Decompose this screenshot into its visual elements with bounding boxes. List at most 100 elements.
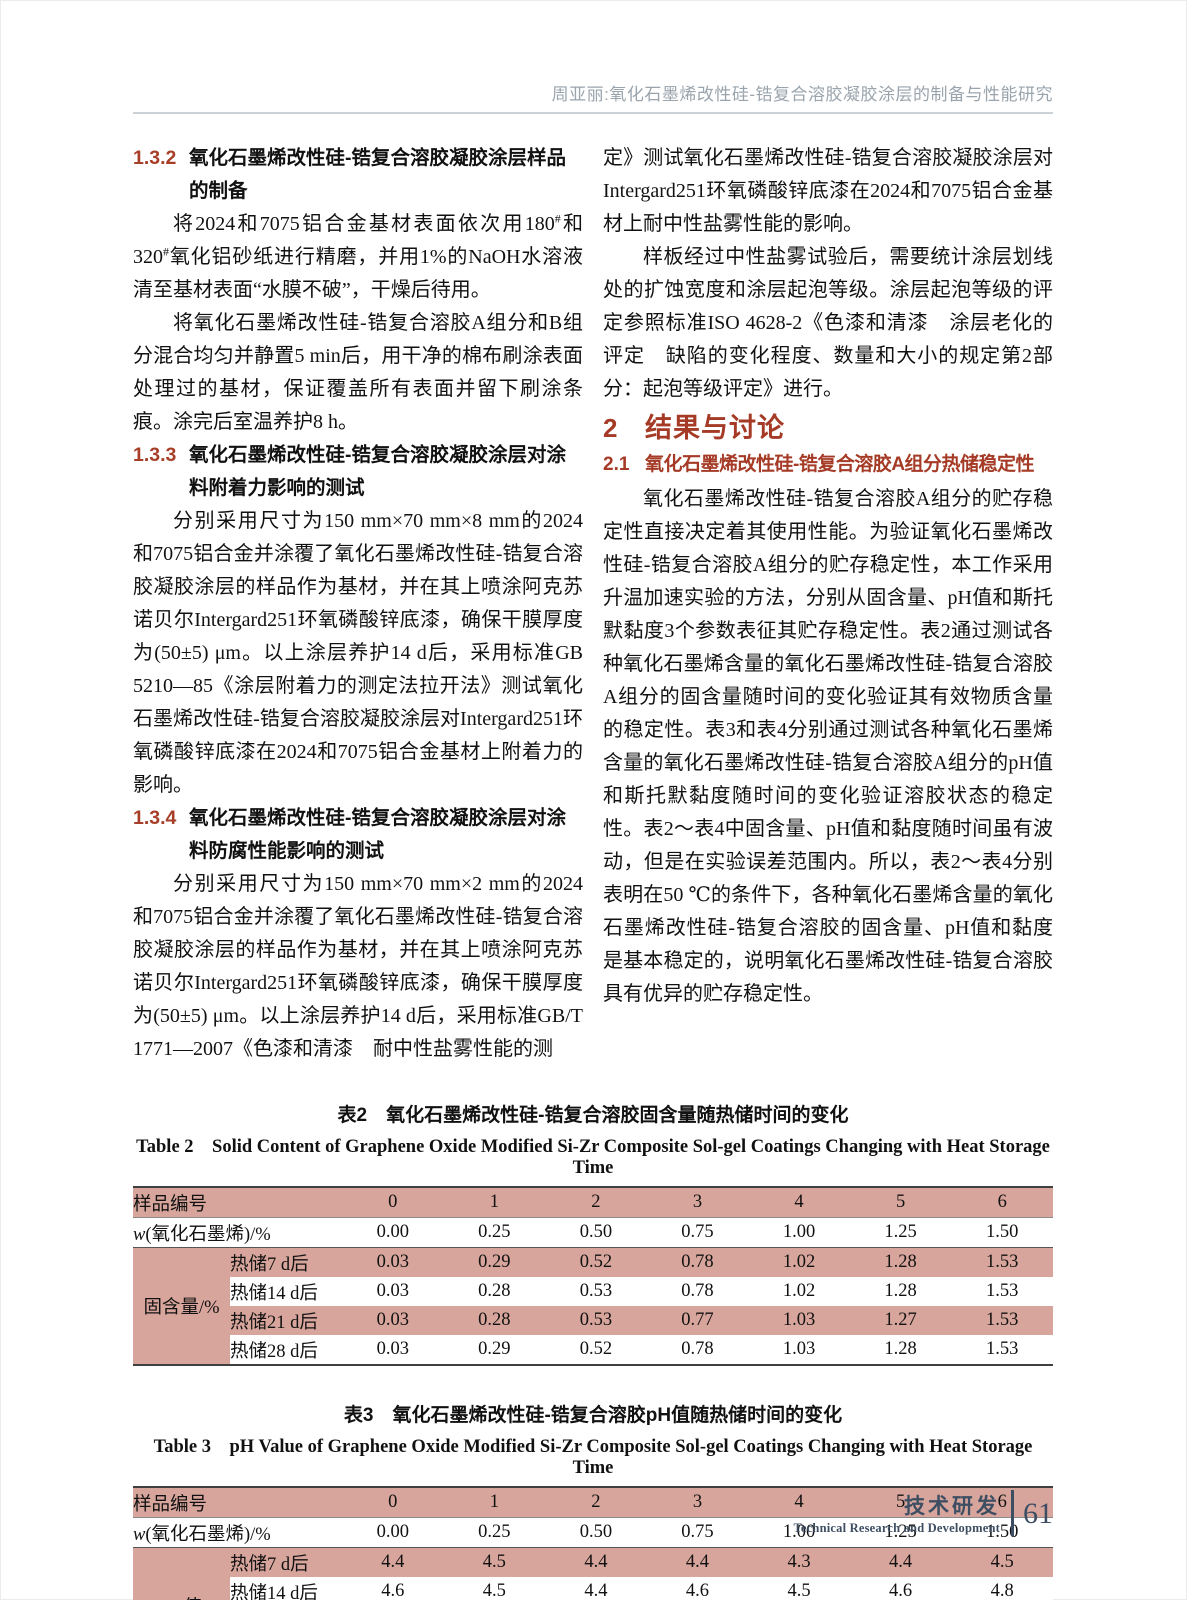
table-cell: 1.50 — [951, 1517, 1053, 1548]
heading-line: 氧化石墨烯改性硅-锆复合溶胶凝胶涂层样品 — [189, 147, 566, 169]
table-cell: 0.00 — [342, 1517, 444, 1548]
table-cell: 热储14 d后 — [230, 1577, 343, 1600]
table-cell: 4.4 — [849, 1547, 952, 1577]
heading-number: 1.3.2 — [133, 147, 177, 169]
paragraph: 定》测试氧化石墨烯改性硅-锆复合溶胶凝胶涂层对Intergard251环氧磷酸锌… — [603, 147, 1053, 235]
table-cell: 0.78 — [646, 1247, 749, 1277]
header-rule — [133, 112, 1053, 114]
table-cell: 4 — [748, 1487, 850, 1518]
table-cell: 4.3 — [748, 1547, 850, 1577]
table-cell: 0.29 — [443, 1335, 546, 1365]
table-cell: 0.75 — [646, 1517, 749, 1548]
superscript: # — [554, 211, 561, 226]
table-cell: 0.03 — [342, 1306, 444, 1335]
table-cell: 1.02 — [748, 1247, 850, 1277]
paragraph: 氧化石墨烯改性硅-锆复合溶胶A组分的贮存稳定性直接决定着其使用性能。为验证氧化石… — [603, 488, 1053, 1005]
table-cell: 6 — [951, 1487, 1053, 1518]
table-cell: 4.5 — [951, 1547, 1053, 1577]
table-cell: w(氧化石墨烯)/% — [133, 1217, 343, 1248]
page-footer: 技术研发 Technical Research and Development … — [794, 1490, 1053, 1536]
paragraph: 样板经过中性盐雾试验后，需要统计涂层划线处的扩蚀宽度和涂层起泡等级。涂层起泡等级… — [603, 246, 1053, 400]
text-run: 和320 — [133, 213, 584, 268]
heading-number: 1.3.4 — [133, 807, 177, 829]
table-cell: 热储14 d后 — [230, 1277, 343, 1306]
heading-text: 氧化石墨烯改性硅-锆复合溶胶凝胶涂层对涂 料附着力影响的测试 — [189, 439, 566, 505]
table-2-caption-cn: 表2 氧化石墨烯改性硅-锆复合溶胶固含量随热储时间的变化 — [337, 1105, 849, 1126]
table-cell: 0.28 — [443, 1277, 546, 1306]
table-cell: 6 — [951, 1187, 1053, 1218]
heading-1-3-3: 1.3.3 氧化石墨烯改性硅-锆复合溶胶凝胶涂层对涂 料附着力影响的测试 — [133, 439, 583, 505]
table-cell: 5 — [849, 1487, 952, 1518]
table-3-caption-cn: 表3 氧化石墨烯改性硅-锆复合溶胶pH值随热储时间的变化 — [343, 1405, 843, 1426]
table-cell: 0.53 — [545, 1306, 647, 1335]
table-cell: 0 — [342, 1187, 444, 1218]
heading-number: 2.1 — [603, 454, 630, 475]
left-column: 1.3.2 氧化石墨烯改性硅-锆复合溶胶凝胶涂层样品 的制备 将2024和707… — [133, 142, 583, 1066]
paragraph: 分别采用尺寸为150 mm×70 mm×2 mm的2024和7075铝合金并涂覆… — [133, 873, 583, 1060]
footer-section-en: Technical Research and Development — [793, 1521, 1000, 1535]
text-run: 氧化铝砂纸进行精磨，并用1%的NaOH水溶液清至基材表面“水膜不破”，干燥后待用… — [133, 246, 583, 301]
heading-text: 氧化石墨烯改性硅-锆复合溶胶凝胶涂层样品 的制备 — [189, 142, 566, 208]
table-cell: 0.77 — [646, 1306, 749, 1335]
w-symbol: w — [133, 1524, 146, 1545]
heading-number: 1.3.3 — [133, 444, 177, 466]
table-row: 样品编号 0 1 2 3 4 5 6 — [133, 1487, 1053, 1518]
table-cell: 0.28 — [443, 1306, 546, 1335]
table-cell: 0.78 — [646, 1277, 749, 1306]
page-content: 周亚丽:氧化石墨烯改性硅-锆复合溶胶凝胶涂层的制备与性能研究 1.3.2 氧化石… — [133, 0, 1053, 1600]
page-number: 61 — [1023, 1497, 1053, 1530]
table-3-block: 表3 氧化石墨烯改性硅-锆复合溶胶pH值随热储时间的变化 Table 3 pH … — [133, 1400, 1053, 1600]
superscript: # — [163, 244, 169, 259]
table-cell: 1.53 — [951, 1335, 1053, 1365]
table-cell: 0.03 — [342, 1277, 444, 1306]
table-group-label: 固含量/% — [133, 1247, 230, 1365]
table-cell: 0 — [342, 1487, 444, 1518]
heading-line: 料防腐性能影响的测试 — [189, 840, 385, 862]
footer-divider — [1011, 1490, 1014, 1536]
table-cell: 0.52 — [545, 1247, 647, 1277]
table-2-solid-content: 样品编号 0 1 2 3 4 5 6 w(氧化石墨烯)/% 0.00 0.25 … — [133, 1186, 1053, 1366]
table-cell: 1.03 — [748, 1335, 850, 1365]
table-cell: 4.5 — [748, 1577, 850, 1600]
paragraph: 将氧化石墨烯改性硅-锆复合溶胶A组分和B组分混合均匀并静置5 min后，用干净的… — [133, 312, 583, 433]
table-row: 热储28 d后 0.03 0.29 0.52 0.78 1.03 1.28 1.… — [133, 1335, 1053, 1365]
table-cell: 0.53 — [545, 1277, 647, 1306]
heading-1-3-2: 1.3.2 氧化石墨烯改性硅-锆复合溶胶凝胶涂层样品 的制备 — [133, 142, 583, 208]
table-cell: 4.4 — [545, 1547, 647, 1577]
paragraph: 将2024和7075铝合金基材表面依次用180#和320#氧化铝砂纸进行精磨，并… — [133, 208, 583, 307]
table-cell: 0.29 — [443, 1247, 546, 1277]
table-cell: 1 — [443, 1187, 546, 1218]
table-cell: 1.53 — [951, 1277, 1053, 1306]
table-3-ph-value: 样品编号 0 1 2 3 4 5 6 w(氧化石墨烯)/% 0.00 0.25 … — [133, 1486, 1053, 1600]
table-cell: 0.78 — [646, 1335, 749, 1365]
table-2-block: 表2 氧化石墨烯改性硅-锆复合溶胶固含量随热储时间的变化 Table 2 Sol… — [133, 1100, 1053, 1366]
table-cell: 1.28 — [849, 1277, 952, 1306]
table-cell: 1.28 — [849, 1247, 952, 1277]
two-column-body: 1.3.2 氧化石墨烯改性硅-锆复合溶胶凝胶涂层样品 的制备 将2024和707… — [133, 142, 1053, 1066]
table-cell: 热储21 d后 — [230, 1306, 343, 1335]
table-cell: 样品编号 — [133, 1487, 343, 1518]
table-cell: 1.03 — [748, 1306, 850, 1335]
table-cell: 3 — [646, 1487, 749, 1518]
table-row: 热储21 d后 0.03 0.28 0.53 0.77 1.03 1.27 1.… — [133, 1306, 1053, 1335]
table-row: 热储14 d后 4.6 4.5 4.4 4.6 4.5 4.6 4.8 — [133, 1577, 1053, 1600]
running-title: 周亚丽:氧化石墨烯改性硅-锆复合溶胶凝胶涂层的制备与性能研究 — [551, 85, 1053, 104]
table-cell: 4 — [748, 1187, 850, 1218]
table-cell: 0.50 — [545, 1517, 647, 1548]
table-cell: 0.00 — [342, 1217, 444, 1248]
table-cell: 1.50 — [951, 1217, 1053, 1248]
table-cell: 0.75 — [646, 1217, 749, 1248]
heading-line: 氧化石墨烯改性硅-锆复合溶胶凝胶涂层对涂 — [189, 444, 566, 466]
table-cell: 2 — [545, 1187, 647, 1218]
table-cell: 1.53 — [951, 1306, 1053, 1335]
table-cell: 热储28 d后 — [230, 1335, 343, 1365]
table-cell: 1.28 — [849, 1335, 952, 1365]
table-cell: 0.03 — [342, 1247, 444, 1277]
table-cell: 1 — [443, 1487, 546, 1518]
table-cell: 0.25 — [443, 1517, 546, 1548]
heading-title: 氧化石墨烯改性硅-锆复合溶胶A组分热储稳定性 — [645, 454, 1035, 475]
heading-line: 氧化石墨烯改性硅-锆复合溶胶凝胶涂层对涂 — [189, 807, 566, 829]
table-row: w(氧化石墨烯)/% 0.00 0.25 0.50 0.75 1.00 1.25… — [133, 1517, 1053, 1548]
table-cell: 0.52 — [545, 1335, 647, 1365]
